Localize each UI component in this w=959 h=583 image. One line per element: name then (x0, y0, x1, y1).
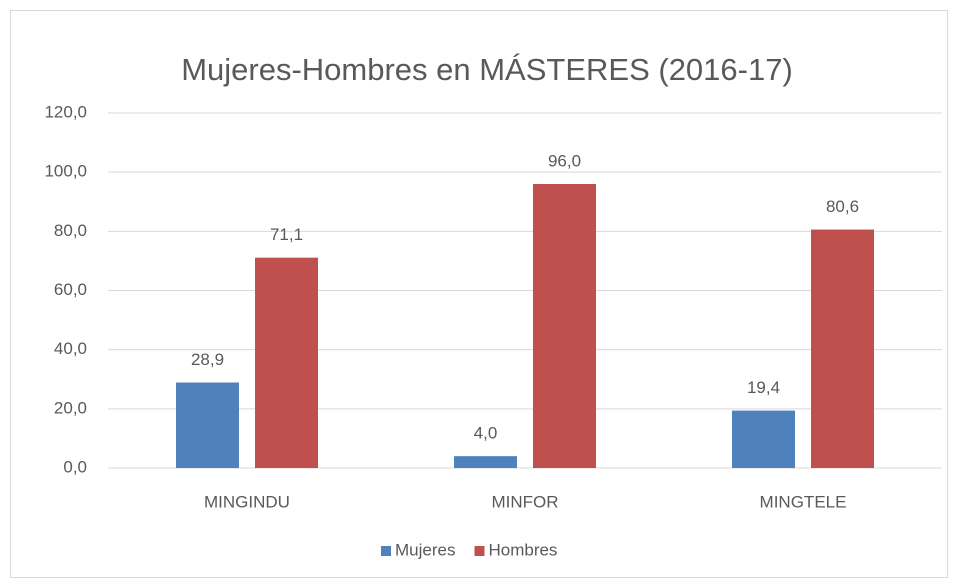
legend-label: Hombres (488, 540, 557, 559)
bar (255, 257, 318, 468)
legend-label: Mujeres (395, 540, 455, 559)
y-tick-label: 100,0 (44, 162, 87, 181)
bar (732, 410, 795, 468)
bar (454, 456, 517, 468)
x-tick-label: MINGINDU (204, 492, 290, 511)
y-tick-label: 20,0 (54, 398, 87, 417)
data-label: 28,9 (191, 350, 224, 369)
data-label: 19,4 (747, 378, 780, 397)
chart-border (10, 10, 948, 578)
y-tick-label: 80,0 (54, 221, 87, 240)
bar (533, 184, 596, 468)
data-label: 96,0 (548, 151, 581, 170)
data-label: 4,0 (474, 424, 498, 443)
legend-swatch (381, 546, 391, 556)
legend-swatch (474, 546, 485, 556)
bar (176, 382, 239, 468)
data-label: 80,6 (826, 197, 859, 216)
chart-title: Mujeres-Hombres en MÁSTERES (2016-17) (181, 52, 793, 87)
y-tick-label: 120,0 (44, 102, 87, 121)
y-tick-label: 0,0 (63, 457, 87, 476)
x-tick-label: MINFOR (491, 492, 558, 511)
y-tick-label: 60,0 (54, 280, 87, 299)
bar (811, 229, 874, 468)
y-tick-label: 40,0 (54, 339, 87, 358)
x-tick-label: MINGTELE (760, 492, 847, 511)
data-label: 71,1 (270, 225, 303, 244)
